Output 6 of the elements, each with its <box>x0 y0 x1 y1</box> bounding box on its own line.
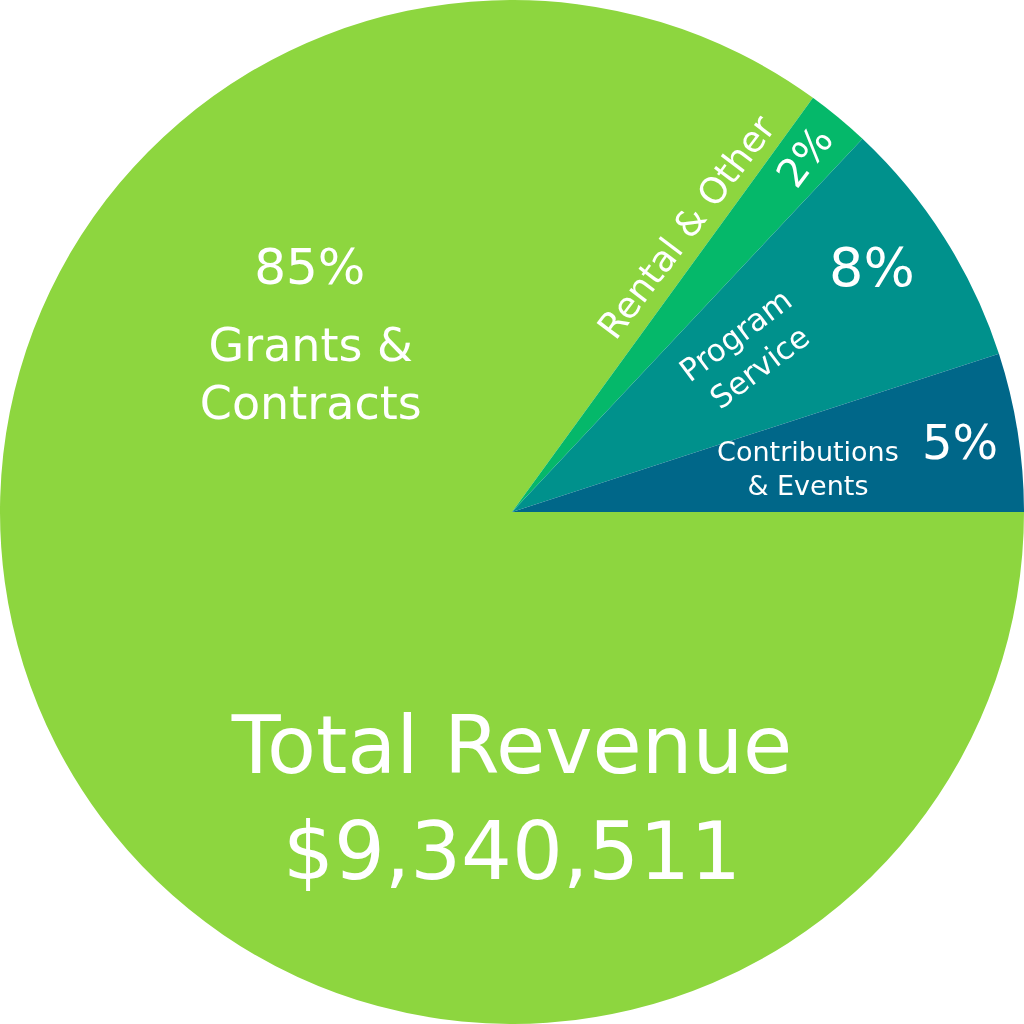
slice-label: Grants & Contracts <box>199 317 422 430</box>
text: Total Revenue $9,340,511 <box>230 698 793 898</box>
data-label: 5% <box>921 414 999 471</box>
slice-label: Contributions & Events <box>717 436 899 502</box>
data-label: 8% <box>829 235 915 299</box>
data-label: 85% <box>254 237 366 296</box>
